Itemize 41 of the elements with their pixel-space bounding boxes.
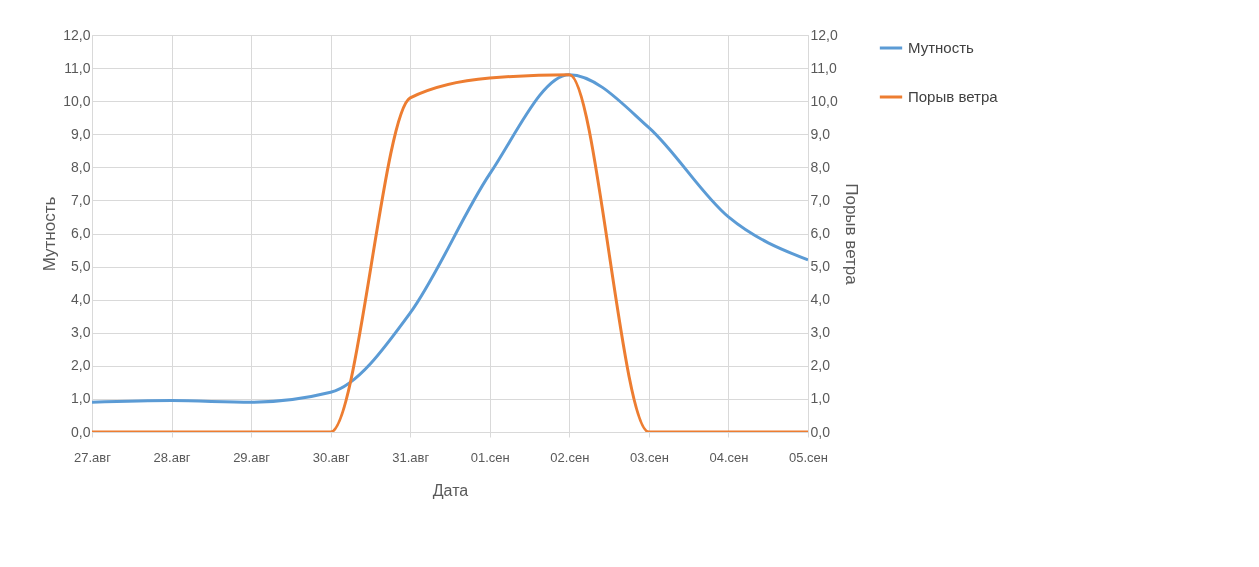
x-tick-label: 27.авг [74, 449, 112, 465]
x-axis-title: Дата [432, 481, 469, 499]
y2-tick-label: 1,0 [810, 390, 831, 407]
y2-tick-label: 9,0 [810, 125, 831, 142]
legend-label: Порыв ветра [908, 88, 999, 105]
x-tick-label: 30.авг [312, 449, 350, 465]
y2-tick-label: 12,0 [810, 26, 838, 43]
y-tick-label: 2,0 [71, 357, 91, 374]
y2-tick-label: 8,0 [810, 158, 831, 175]
x-tick-label: 01.сен [470, 449, 510, 465]
y2-tick-label: 7,0 [810, 191, 831, 208]
y2-axis-title: Порыв ветра [841, 183, 861, 286]
y-tick-label: 8,0 [71, 158, 91, 175]
y-tick-label: 1,0 [71, 390, 91, 407]
x-tick-label: 03.сен [629, 449, 669, 465]
y2-tick-label: 6,0 [810, 225, 831, 241]
y-tick-label: 4,0 [71, 291, 91, 308]
y2-tick-label: 3,0 [810, 324, 831, 341]
x-tick-label: 29.авг [233, 449, 271, 465]
y-tick-label: 3,0 [71, 324, 91, 341]
x-tick-label: 05.сен [789, 449, 828, 465]
y2-tick-label: 0,0 [810, 423, 831, 440]
x-tick-label: 02.сен [550, 449, 590, 465]
y-tick-label: 6,0 [71, 225, 91, 241]
y-tick-label: 5,0 [71, 258, 91, 275]
y-tick-label: 11,0 [64, 59, 91, 76]
y2-tick-label: 11,0 [810, 59, 837, 76]
x-tick-label: 28.авг [153, 449, 191, 465]
y-tick-label: 12,0 [63, 26, 91, 43]
y-tick-label: 9,0 [71, 125, 91, 142]
y-tick-label: 0,0 [71, 423, 91, 440]
x-tick-label: 04.сен [709, 449, 749, 465]
y2-tick-label: 5,0 [810, 258, 831, 275]
y-tick-label: 10,0 [63, 92, 91, 109]
y2-tick-label: 4,0 [810, 291, 831, 308]
legend-label: Мутность [908, 39, 975, 56]
y-axis-title: Мутность [40, 196, 60, 272]
x-tick-label: 31.авг [392, 449, 430, 465]
y2-tick-label: 2,0 [810, 357, 831, 374]
y-tick-label: 7,0 [71, 191, 91, 208]
y2-tick-label: 10,0 [810, 92, 838, 109]
